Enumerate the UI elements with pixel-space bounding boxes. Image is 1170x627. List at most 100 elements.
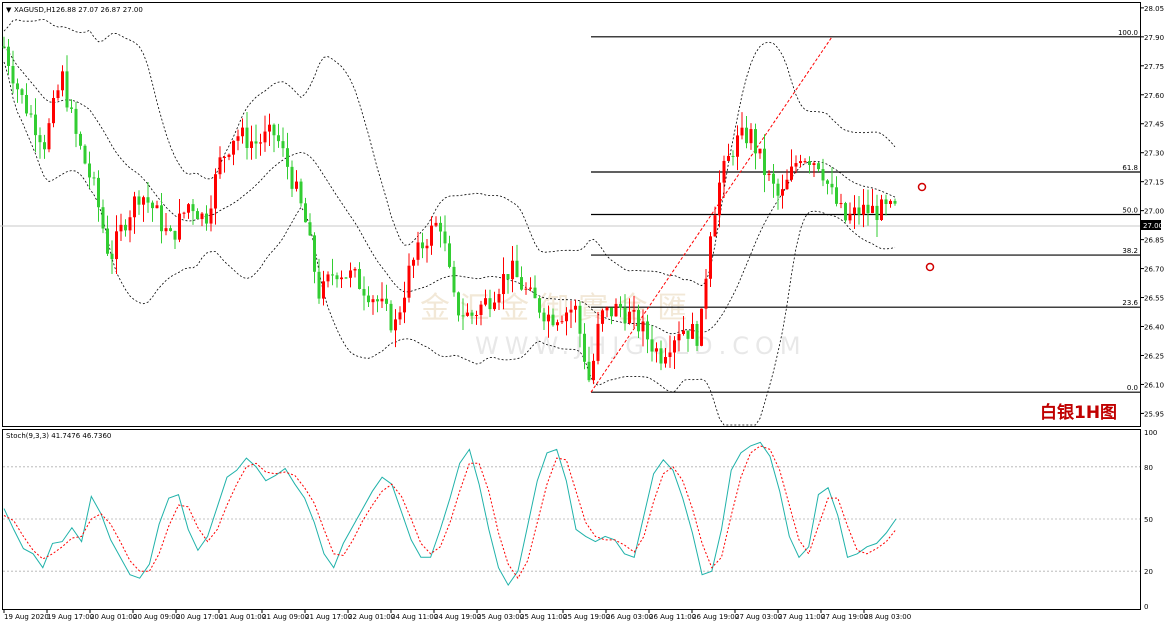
candle-body <box>92 177 96 179</box>
price-tick-label: 26.10 <box>1144 381 1164 389</box>
candle-body <box>578 305 582 334</box>
stochastic-oscillator <box>3 441 1140 587</box>
candle-body <box>839 203 843 205</box>
time-tick-label: 27 Aug 03:00 <box>735 613 782 621</box>
candle-body <box>574 305 577 310</box>
candle-body <box>178 213 181 240</box>
candle-body <box>205 213 208 224</box>
candle-body <box>227 154 231 157</box>
candle-body <box>484 298 487 305</box>
candle-body <box>146 197 150 203</box>
candle-body <box>389 303 393 331</box>
candle-body <box>115 231 118 260</box>
candle-body <box>668 352 672 358</box>
candle-body <box>304 203 307 223</box>
candle-body <box>812 163 816 165</box>
candle-body <box>457 292 460 316</box>
bollinger-lower <box>3 61 896 426</box>
candle-body <box>65 71 69 108</box>
stoch-tick-label: 80 <box>1144 464 1153 472</box>
candle-body <box>191 204 195 212</box>
candle-body <box>556 322 559 326</box>
candle-body <box>236 136 240 141</box>
candle-body <box>340 277 343 280</box>
candle-body <box>416 242 420 260</box>
candle-body <box>470 312 474 316</box>
candle-body <box>785 179 789 190</box>
candle-body <box>331 274 334 276</box>
candle-body <box>182 212 186 214</box>
candle-body <box>695 323 699 346</box>
candle-body <box>133 196 136 218</box>
candle-body <box>637 309 640 332</box>
candle-body <box>25 94 28 114</box>
candle-body <box>722 160 726 183</box>
candle-body <box>848 213 852 221</box>
candle-body <box>241 127 244 137</box>
candle-body <box>259 142 262 144</box>
candle-body <box>587 361 591 381</box>
candle-body <box>7 46 10 66</box>
candle-body <box>97 177 100 208</box>
candle-body <box>187 204 190 213</box>
fib-level-label: 38.2 <box>1122 247 1138 255</box>
candle-body <box>110 253 114 260</box>
candle-body <box>767 173 771 176</box>
candle-body <box>295 181 298 189</box>
price-tick-label: 27.75 <box>1144 63 1164 71</box>
candle-body <box>349 270 352 278</box>
bollinger-upper <box>3 19 896 287</box>
candle-body <box>353 268 357 271</box>
candle-body <box>655 348 658 352</box>
candle-body <box>677 333 681 341</box>
candle-body <box>335 275 339 280</box>
candle-body <box>731 155 735 157</box>
candle-body <box>790 166 793 180</box>
candle-body <box>232 140 235 155</box>
candle-body <box>385 298 388 304</box>
candle-body <box>380 298 384 302</box>
stoch-signal-line <box>3 445 897 580</box>
candle-body <box>29 113 33 115</box>
candle-body <box>421 242 424 249</box>
candle-body <box>367 295 370 303</box>
candle-body <box>511 260 514 280</box>
fibonacci-retracement: 100.0 61.8 50.0 38.2 23.6 0.0 <box>590 29 1140 393</box>
time-tick-label: 25 Aug 19:00 <box>563 613 610 621</box>
candle-body <box>529 287 532 289</box>
candle-body <box>434 222 438 226</box>
candle-body <box>128 217 132 231</box>
candle-body <box>254 141 258 144</box>
candle-body <box>533 287 537 299</box>
candle-body <box>691 323 694 339</box>
price-tick-label: 26.70 <box>1144 266 1164 274</box>
candle-body <box>623 307 627 324</box>
time-tick-label: 27 Aug 11:00 <box>778 613 825 621</box>
candle-body <box>290 166 294 189</box>
current-price-tag <box>1141 220 1161 230</box>
price-tick-label: 26.25 <box>1144 352 1164 360</box>
candle-body <box>502 274 505 295</box>
time-tick-label: 19 Aug 17:00 <box>47 613 94 621</box>
time-tick-label: 25 Aug 03:00 <box>477 613 524 621</box>
candle-body <box>713 215 717 237</box>
candle-body <box>47 123 51 150</box>
candle-body <box>857 207 861 215</box>
time-tick-label: 25 Aug 11:00 <box>520 613 567 621</box>
time-tick-label: 24 Aug 11:00 <box>391 613 438 621</box>
price-tick-label: 27.60 <box>1144 92 1164 100</box>
fib-level-label: 100.0 <box>1118 29 1138 37</box>
candle-body <box>596 323 600 361</box>
stoch-tick-label: 20 <box>1144 568 1153 576</box>
candle-body <box>155 205 159 209</box>
candle-body <box>106 228 109 254</box>
candle-body <box>173 230 177 240</box>
candle-body <box>79 133 82 146</box>
candle-body <box>520 277 523 290</box>
candle-body <box>866 204 870 214</box>
candle-body <box>398 312 402 320</box>
time-tick-label: 21 Aug 17:00 <box>305 613 352 621</box>
price-tick-label: 28.05 <box>1144 5 1164 13</box>
candle-body <box>875 205 879 221</box>
